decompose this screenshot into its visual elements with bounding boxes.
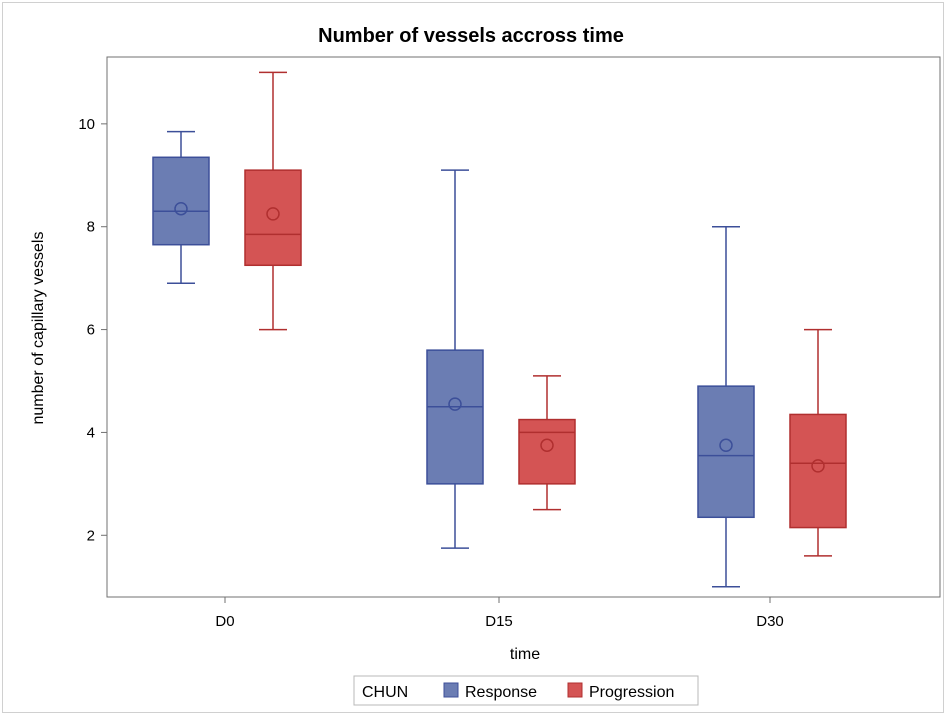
box-iqr	[244, 169, 302, 267]
x-axis: D0 D15 D30	[215, 597, 784, 630]
legend-swatch-response	[443, 682, 459, 698]
box-mean-marker	[448, 397, 462, 411]
box-response-d30	[697, 225, 755, 588]
legend-frame	[353, 675, 699, 706]
box-series	[152, 71, 847, 588]
box-iqr	[426, 349, 484, 485]
box-response-d15	[426, 169, 484, 549]
legend: CHUN Response Progression	[353, 675, 699, 706]
box-progression-d30	[789, 328, 847, 557]
legend-label-response: Response	[465, 684, 537, 701]
box-iqr	[789, 413, 847, 529]
y-tick-label: 4	[87, 424, 95, 441]
y-tick-label: 8	[87, 219, 95, 236]
y-tick-label: 2	[87, 527, 95, 544]
y-axis: 2 4 6 8 10	[78, 116, 107, 544]
y-tick-label: 10	[78, 116, 95, 133]
y-tick-label: 6	[87, 322, 95, 339]
legend-swatch-progression	[567, 682, 583, 698]
box-progression-d0	[244, 71, 302, 331]
box-mean-marker	[811, 459, 825, 473]
x-tick-label: D0	[215, 613, 234, 630]
legend-title: CHUN	[362, 684, 408, 701]
box-progression-d15	[518, 375, 576, 511]
box-iqr	[152, 156, 210, 246]
box-response-d0	[152, 130, 210, 285]
x-axis-label: time	[510, 646, 540, 663]
legend-label-progression: Progression	[589, 684, 674, 701]
y-axis-label: number of capillary vessels	[30, 232, 47, 425]
x-tick-label: D15	[485, 613, 513, 630]
box-mean-marker	[719, 438, 733, 453]
box-mean-marker	[174, 201, 188, 216]
box-mean-marker	[540, 438, 554, 453]
chart-title: Number of vessels accross time	[318, 25, 624, 47]
x-tick-label: D30	[756, 613, 784, 630]
box-plot-chart: Number of vessels accross time 2 4 6 8 10 D0…	[30, 25, 941, 706]
box-mean-marker	[266, 207, 280, 221]
